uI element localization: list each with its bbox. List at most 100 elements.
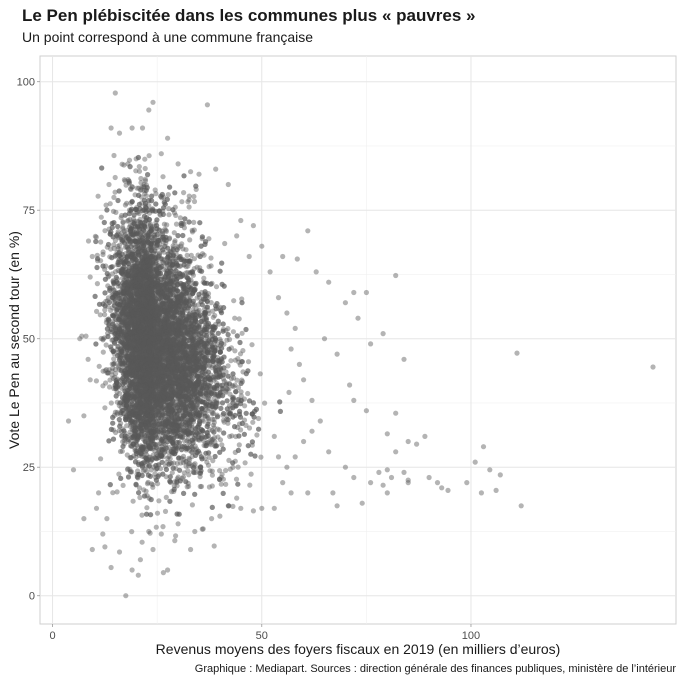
data-point bbox=[185, 328, 191, 334]
data-point bbox=[110, 208, 117, 214]
data-point bbox=[148, 356, 154, 362]
data-point bbox=[183, 298, 189, 304]
data-point bbox=[142, 156, 148, 162]
data-point bbox=[140, 270, 146, 276]
data-point bbox=[176, 317, 182, 323]
data-point bbox=[147, 361, 153, 367]
data-point bbox=[197, 450, 203, 456]
data-point bbox=[148, 356, 154, 363]
data-point bbox=[142, 178, 149, 184]
data-point bbox=[164, 405, 170, 411]
data-point bbox=[137, 424, 143, 430]
data-point bbox=[169, 389, 175, 395]
data-point bbox=[143, 339, 149, 345]
data-point bbox=[149, 293, 155, 299]
data-point bbox=[154, 349, 160, 356]
data-point bbox=[137, 376, 143, 382]
data-point bbox=[187, 461, 193, 467]
data-point bbox=[147, 347, 153, 353]
data-point bbox=[163, 398, 169, 404]
data-point bbox=[208, 300, 214, 306]
data-point bbox=[206, 484, 212, 490]
data-point bbox=[173, 315, 179, 321]
data-point bbox=[135, 415, 141, 421]
data-point bbox=[199, 356, 205, 362]
data-point bbox=[136, 348, 142, 354]
data-point bbox=[167, 288, 173, 294]
data-point bbox=[196, 372, 203, 378]
data-point bbox=[233, 433, 239, 440]
data-point bbox=[223, 467, 229, 474]
data-point bbox=[94, 281, 100, 287]
data-point bbox=[132, 403, 138, 409]
data-point bbox=[143, 361, 149, 367]
data-point bbox=[208, 442, 214, 448]
data-point bbox=[157, 405, 163, 411]
data-point bbox=[181, 470, 187, 476]
data-point bbox=[126, 345, 132, 351]
data-point bbox=[125, 279, 131, 285]
data-point bbox=[144, 380, 150, 386]
data-point bbox=[177, 368, 183, 374]
data-point bbox=[175, 361, 181, 367]
data-point bbox=[134, 368, 140, 374]
data-point bbox=[148, 244, 154, 250]
data-point bbox=[145, 403, 151, 409]
data-point bbox=[146, 371, 152, 377]
data-point bbox=[154, 346, 160, 352]
data-point bbox=[98, 456, 104, 462]
data-point bbox=[143, 251, 149, 257]
data-point bbox=[193, 385, 199, 391]
data-point bbox=[130, 282, 136, 288]
data-point bbox=[135, 345, 142, 351]
data-point bbox=[145, 335, 151, 341]
data-point bbox=[239, 397, 245, 403]
data-point bbox=[141, 341, 147, 347]
data-point bbox=[230, 503, 236, 509]
data-point bbox=[148, 497, 154, 503]
data-point bbox=[157, 391, 163, 397]
data-point bbox=[184, 373, 190, 379]
data-point bbox=[161, 347, 167, 353]
data-point bbox=[102, 405, 108, 411]
data-point bbox=[163, 240, 169, 246]
data-point bbox=[141, 258, 147, 264]
data-point bbox=[173, 330, 179, 336]
data-point bbox=[171, 307, 177, 313]
data-point bbox=[166, 347, 172, 353]
data-point bbox=[181, 190, 187, 196]
data-point bbox=[139, 307, 145, 314]
data-point bbox=[146, 240, 152, 246]
data-point bbox=[205, 357, 211, 363]
data-point bbox=[124, 331, 131, 337]
data-point bbox=[132, 333, 138, 339]
data-point bbox=[148, 304, 154, 310]
data-point bbox=[177, 215, 183, 221]
data-point bbox=[211, 543, 217, 549]
data-point bbox=[143, 328, 149, 334]
data-point bbox=[175, 310, 181, 316]
data-point bbox=[178, 391, 185, 397]
data-point bbox=[113, 429, 119, 436]
data-point bbox=[167, 267, 173, 273]
data-point bbox=[120, 407, 127, 413]
data-point bbox=[110, 348, 116, 354]
data-point bbox=[152, 314, 158, 320]
data-point bbox=[143, 275, 150, 281]
data-point bbox=[175, 281, 181, 287]
data-point bbox=[148, 368, 154, 374]
data-point bbox=[119, 346, 125, 352]
data-point bbox=[218, 365, 224, 371]
data-point bbox=[147, 305, 153, 311]
data-point bbox=[166, 312, 172, 318]
data-point bbox=[134, 335, 140, 341]
data-point bbox=[161, 450, 167, 456]
data-point bbox=[136, 338, 142, 344]
data-point bbox=[127, 314, 133, 320]
data-point bbox=[116, 471, 122, 477]
data-point bbox=[204, 349, 210, 355]
data-point bbox=[205, 340, 211, 346]
data-point bbox=[140, 275, 146, 281]
data-point bbox=[135, 388, 141, 394]
